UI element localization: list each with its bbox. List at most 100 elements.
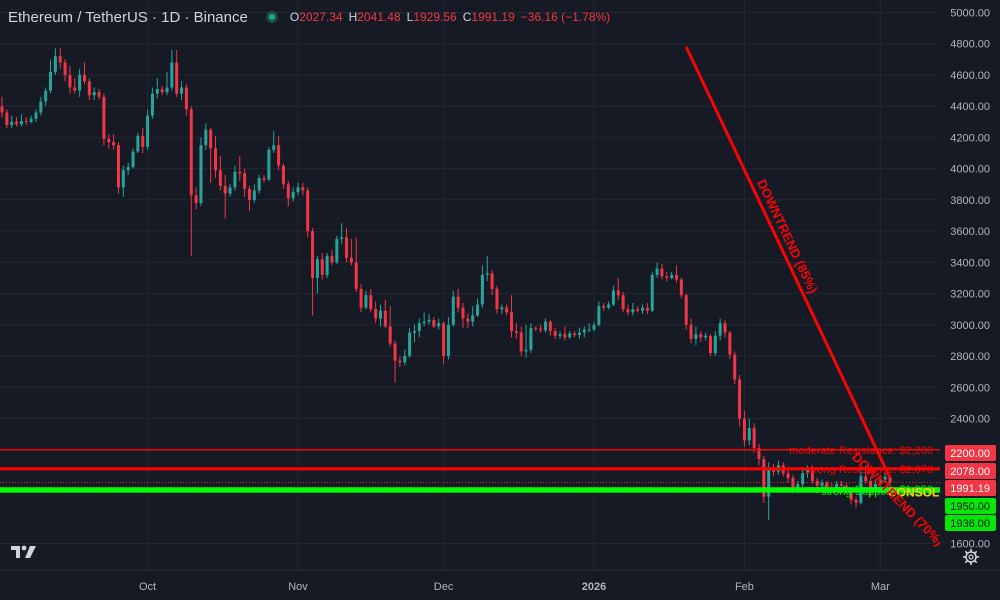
- candle-body: [291, 192, 295, 199]
- candle-body: [451, 296, 455, 325]
- candle-body: [466, 318, 470, 322]
- candle-body: [170, 62, 174, 88]
- open-value: 2027.34: [299, 10, 343, 24]
- candle-body: [277, 145, 281, 166]
- candle-body: [869, 480, 873, 492]
- time-tick-label: Mar: [871, 581, 890, 593]
- candle-body: [684, 295, 688, 325]
- time-tick-label: Oct: [139, 581, 156, 593]
- candle-body: [49, 71, 53, 91]
- candle-body: [626, 309, 630, 313]
- candle-body: [223, 185, 227, 194]
- candle-body: [257, 178, 261, 191]
- candle-body: [243, 173, 247, 189]
- candle-body: [238, 171, 242, 174]
- low-key: L: [406, 10, 414, 24]
- candle-body: [825, 482, 829, 488]
- candle-body: [558, 334, 562, 336]
- candle-body: [796, 484, 800, 489]
- chart-header: Ethereum / TetherUS · 1D · Binance O2027…: [8, 6, 610, 28]
- candle-body: [427, 320, 431, 322]
- candle-body: [505, 307, 509, 313]
- price-badge-label: 2078.00: [950, 466, 990, 478]
- candle-body: [398, 360, 402, 363]
- candle-body: [616, 290, 620, 296]
- grid-lines: [0, 0, 940, 570]
- time-tick-label: Dec: [434, 581, 454, 593]
- candle-body: [63, 62, 67, 75]
- candle-body: [568, 333, 572, 338]
- candle-body: [529, 327, 533, 350]
- candle-body: [655, 268, 659, 275]
- candle-body: [815, 480, 819, 486]
- candle-body: [53, 56, 57, 72]
- settings-gear-icon[interactable]: [962, 548, 980, 566]
- candle-body: [131, 151, 135, 168]
- candle-body: [621, 295, 625, 310]
- candle-body: [301, 187, 305, 191]
- time-axis[interactable]: Oct Nov Dec 2026 Feb Mar: [0, 569, 1000, 593]
- candle-body: [674, 274, 678, 280]
- candle-body: [446, 324, 450, 357]
- candle-body: [378, 310, 382, 319]
- candle-body: [806, 468, 810, 474]
- candle-body: [189, 109, 193, 196]
- candle-body: [121, 170, 125, 188]
- candle-body: [718, 323, 722, 336]
- candle-body: [791, 477, 795, 489]
- candle-body: [524, 349, 528, 352]
- price-tick-label: 3200.00: [950, 289, 990, 301]
- candle-body: [490, 273, 494, 289]
- candle-body: [330, 256, 334, 263]
- candle-body: [665, 276, 669, 278]
- price-tick-label: 4400.00: [950, 101, 990, 113]
- candle-body: [286, 184, 290, 199]
- candle-body: [801, 473, 805, 485]
- candle-body: [597, 306, 601, 325]
- candle-body: [694, 334, 698, 339]
- candle-body: [29, 118, 33, 122]
- candle-body: [267, 149, 271, 180]
- candle-body: [733, 354, 737, 380]
- time-tick-label: 2026: [582, 581, 606, 593]
- change-value: −36.16 (−1.78%): [520, 10, 611, 24]
- candle-body: [349, 257, 353, 263]
- candle-body: [461, 307, 465, 319]
- candle-body: [388, 326, 392, 344]
- candle-body: [456, 296, 460, 308]
- candle-body: [194, 195, 198, 204]
- candle-body: [835, 484, 839, 489]
- price-tick-label: 2400.00: [950, 414, 990, 426]
- level-label: moderate Resistance: $2,200: [789, 445, 933, 457]
- candle-body: [340, 237, 344, 239]
- candle-body: [233, 171, 237, 188]
- tradingview-logo-icon[interactable]: [10, 542, 38, 560]
- open-key: O: [289, 10, 300, 24]
- candle-body: [92, 92, 96, 96]
- candle-body: [728, 332, 732, 355]
- symbol-title[interactable]: Ethereum / TetherUS · 1D · Binance: [8, 8, 248, 26]
- candle-body: [199, 145, 203, 204]
- time-tick-label: Nov: [288, 581, 308, 593]
- candle-body: [383, 310, 387, 327]
- candle-body: [335, 238, 339, 263]
- candle-body: [306, 190, 310, 232]
- candle-body: [495, 288, 499, 310]
- candle-body: [839, 484, 843, 486]
- candle-body: [689, 324, 693, 339]
- candle-body: [311, 231, 315, 278]
- candle-body: [136, 135, 140, 152]
- candle-body: [670, 274, 674, 278]
- candle-body: [97, 92, 101, 97]
- price-axis[interactable]: 5000.00 4800.00 4600.00 4400.00 4200.00 4000.…: [940, 0, 1000, 570]
- candle-body: [762, 459, 766, 497]
- candle-body: [573, 333, 577, 335]
- candle-body: [320, 259, 324, 275]
- candle-body: [708, 335, 712, 353]
- candle-body: [878, 479, 882, 485]
- price-badge-label: 1936.00: [950, 518, 990, 530]
- candle-body: [510, 312, 514, 332]
- candle-body: [607, 304, 611, 308]
- candle-body: [641, 307, 645, 311]
